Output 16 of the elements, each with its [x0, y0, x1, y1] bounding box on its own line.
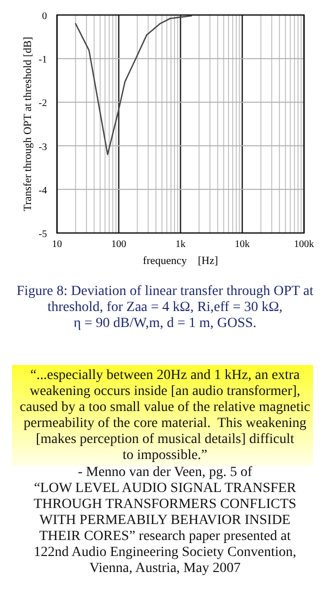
- x-tick-label: 1k: [176, 239, 186, 250]
- text: “...especially between 20Hz and 1 kHz, an extra weakening occurs inside [an audio transformer], caused by a too small value of the relative magnetic permeability of the core material. This weakening [makes perception of musical details] difficult to impossible.”: [20, 368, 310, 463]
- y-tick-label: 0: [42, 11, 47, 22]
- x-axis-title: frequency [Hz]: [142, 255, 218, 267]
- y-axis-title: Transfer through OPT at threshold [dB]: [22, 36, 34, 212]
- y-tick-label: -4: [38, 185, 47, 196]
- x-tick-label: 100: [111, 239, 126, 250]
- y-tick-label: -3: [38, 142, 47, 153]
- text: - Menno van der Veen, pg. 5 of “LOW LEVEL AUDIO SIGNAL TRANSFER THROUGH TRANSFORMERS CONFLICTS WITH PERMEABILY BEHAVIOR INSIDE THEIR CORES” research paper presented at 122nd Audio Engineering Society Convention, Vienna, Austria, May 2007: [34, 465, 297, 576]
- x-tick-label: 10k: [234, 239, 250, 250]
- x-tick-label: 10: [52, 239, 62, 250]
- y-tick-label: -1: [38, 54, 47, 66]
- caption: Figure 8: Deviation of linear transfer through OPT at threshold, for Zaa = 4 kΩ, Ri,eff = 30 kΩ, η = 90 dB/W,m, d = 1 m, GOSS.: [16, 284, 314, 331]
- y-tick-label: -5: [38, 229, 47, 240]
- y-tick-label: -2: [38, 98, 47, 110]
- x-tick-label: 100k: [294, 239, 314, 250]
